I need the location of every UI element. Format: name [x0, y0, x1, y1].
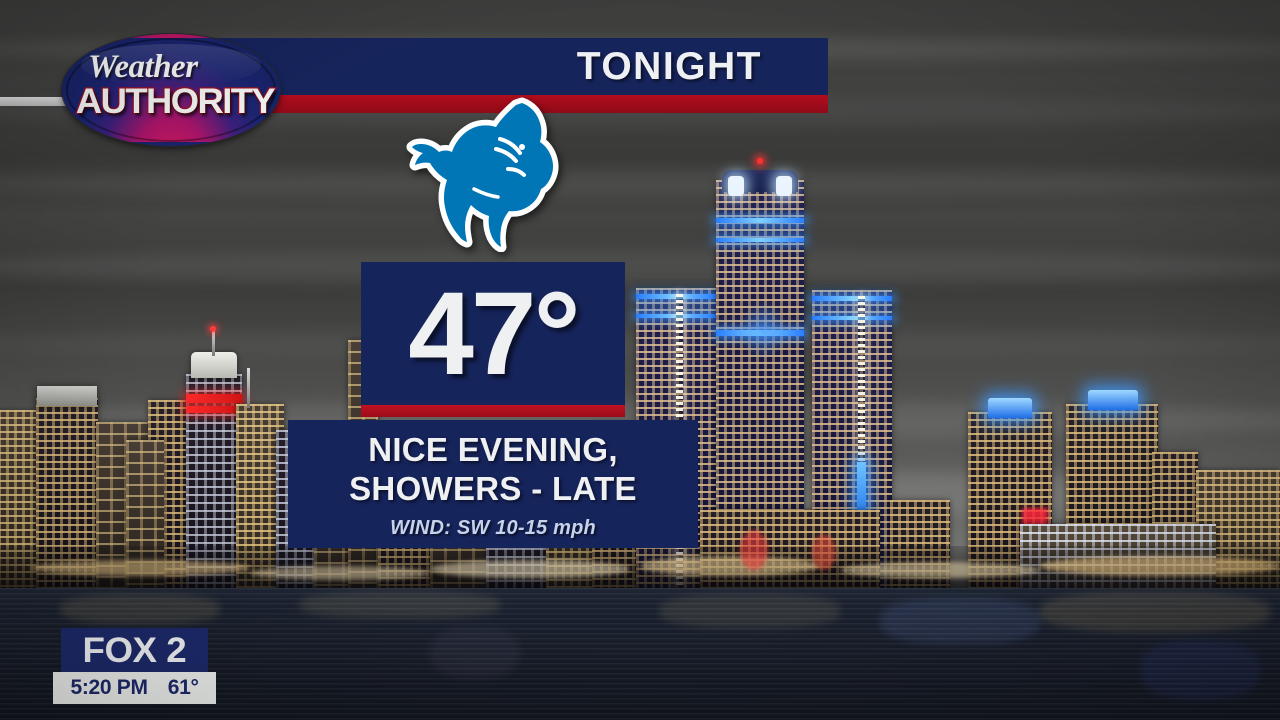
weather-authority-logo-line2: AUTHORITY [75, 81, 277, 122]
banner-left-rule [0, 97, 112, 106]
temperature-panel-accent-stripe [361, 405, 625, 417]
weather-authority-logo: Weather AUTHORITY [61, 33, 281, 147]
beacon-light [210, 326, 216, 332]
building-crown [37, 386, 97, 406]
water-reflection [430, 628, 520, 678]
shore-light [812, 534, 836, 570]
water-reflection [880, 598, 1040, 644]
shore-light [250, 566, 430, 580]
forecast-wind: WIND: SW 10-15 mph [390, 516, 596, 539]
water-reflection [660, 594, 840, 628]
tower-glow [738, 300, 788, 360]
shore-light [1040, 556, 1280, 576]
water-reflection [1040, 592, 1270, 632]
page-title: TONIGHT [576, 44, 762, 88]
building-blue-crown [988, 398, 1032, 418]
water-reflection [1140, 640, 1260, 700]
station-logo-label: FOX 2 [82, 630, 187, 670]
current-time: 5:20 PM [70, 676, 148, 699]
station-logo-box: FOX 2 [61, 628, 208, 672]
forecast-description-panel: NICE EVENING, SHOWERS - LATE WIND: SW 10… [288, 420, 698, 548]
cloud-band [0, 250, 1280, 284]
water-reflection [60, 594, 220, 624]
forecast-conditions-line-2: SHOWERS - LATE [349, 469, 637, 507]
shore-light [840, 562, 1040, 578]
beacon-light [757, 158, 763, 164]
detroit-lions-logo [404, 97, 564, 253]
station-bug: FOX 2 5:20 PM 61° [53, 628, 216, 704]
forecast-conditions-line-1: NICE EVENING, [368, 431, 618, 469]
crown-light [776, 176, 792, 196]
shore-light [640, 556, 820, 576]
antenna-spire [247, 368, 250, 408]
shore-light [30, 560, 250, 576]
water-reflection [300, 592, 500, 618]
temperature-panel-background [361, 262, 625, 405]
building-crown [191, 352, 237, 378]
station-bug-infobar: 5:20 PM 61° [53, 672, 216, 704]
cloud-band [0, 170, 1280, 196]
antenna-spire [212, 330, 215, 356]
shore-light [740, 530, 768, 570]
tower-light-strip [858, 296, 865, 466]
banner-accent-stripe [155, 95, 828, 113]
shore-light [430, 560, 630, 578]
weather-authority-logo-line1: Weather [88, 49, 198, 85]
forecast-temperature: 47° [408, 267, 580, 400]
building-blue-crown [1088, 390, 1138, 410]
current-temperature: 61° [167, 676, 199, 699]
crown-light [728, 176, 744, 196]
